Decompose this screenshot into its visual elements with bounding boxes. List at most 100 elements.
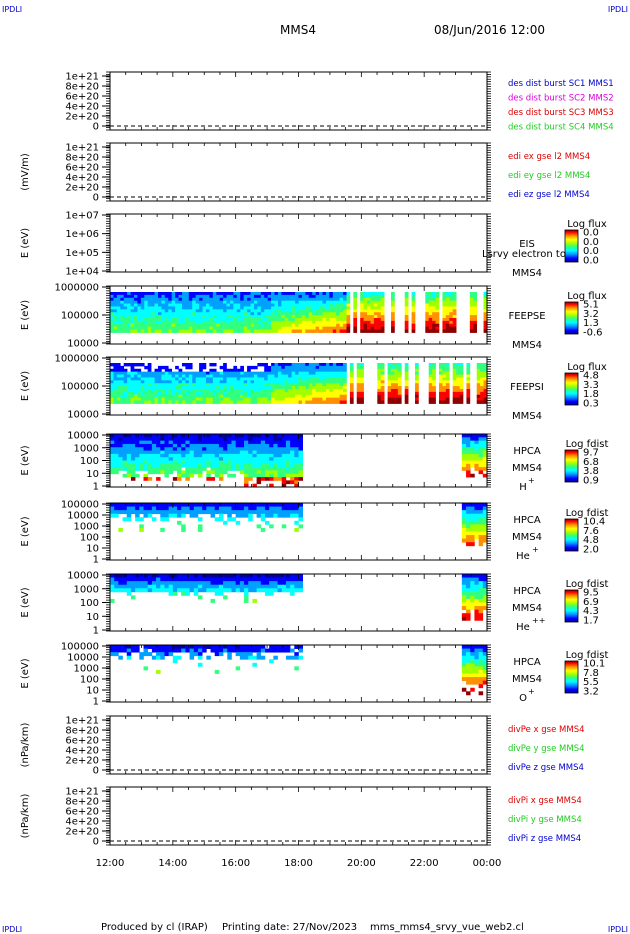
p5-heat-cell	[322, 394, 327, 399]
p5-heat-cell	[127, 386, 131, 390]
p4-heat-cell	[202, 312, 207, 316]
p8-heat-cell	[248, 577, 253, 582]
p4-heat-cell	[325, 292, 330, 296]
p5-heat-cell	[151, 388, 155, 393]
p6-heat-cell	[281, 434, 287, 438]
p7-heat-cell	[478, 531, 484, 536]
p9-heat-cell	[235, 648, 241, 653]
p4-heat-cell	[243, 309, 248, 313]
p5-heat-cell	[439, 363, 443, 367]
p4-heat-cell	[240, 317, 244, 322]
p4-heat-cell	[137, 303, 142, 307]
p9-heat-cell	[248, 652, 253, 657]
p6-heat-cell	[461, 440, 467, 445]
p4-heat-cell	[432, 315, 436, 319]
p7-heat-cell	[231, 517, 236, 522]
p9-heat-cell	[273, 645, 278, 649]
p5-heat-cell	[284, 400, 289, 404]
p6-heat-cell	[193, 463, 199, 468]
p6-heat-cell	[281, 463, 287, 468]
p7-heat-cell	[256, 513, 262, 518]
p9-heat-cell	[172, 655, 178, 660]
p4-heat-cell	[319, 306, 323, 310]
p5-heat-cell	[394, 391, 399, 396]
p5-heat-cell	[123, 386, 128, 390]
p6-heat-cell	[294, 460, 299, 465]
p4-heat-cell	[137, 297, 142, 302]
p4-heat-cell	[226, 294, 231, 299]
p6-cbar-tick-label: 6.8	[583, 457, 599, 468]
p4-heat-cell	[353, 312, 358, 316]
p4-heat-cell	[205, 317, 210, 322]
p5-heat-cell	[253, 391, 258, 396]
p4-heat-cell	[291, 320, 296, 325]
p6-heat-cell	[281, 467, 287, 471]
p6-heat-cell	[227, 450, 232, 455]
p4-heat-cell	[123, 315, 128, 319]
p4-heat-cell	[428, 323, 433, 328]
p6-heat-cell	[269, 434, 274, 438]
p6-heat-cell	[298, 477, 303, 481]
p6-heat-cell	[130, 463, 136, 468]
p4-heat-cell	[325, 329, 330, 333]
p4-heat-cell	[449, 326, 454, 331]
p5-heat-cell	[415, 363, 419, 367]
p6-heat-cell	[285, 470, 291, 475]
p5-heat-cell	[209, 391, 214, 396]
p4-heat-cell	[298, 300, 303, 305]
p4-heat-cell	[226, 297, 231, 302]
p4-heat-cell	[449, 294, 454, 299]
p4-heat-cell	[271, 292, 275, 296]
p8-heat-cell	[478, 584, 484, 589]
p7-heat-cell	[139, 524, 144, 529]
p4-heat-cell	[367, 292, 371, 296]
p5-heat-cell	[277, 394, 282, 399]
p4-heat-cell	[325, 309, 330, 313]
p6-heat-cell	[256, 470, 262, 475]
p4-heat-cell	[428, 294, 433, 299]
p4-heat-cell	[308, 326, 313, 331]
p5-heat-cell	[391, 386, 395, 390]
p4-heat-cell	[305, 320, 310, 325]
p6-heat-cell	[466, 450, 471, 455]
p8-heat-cell	[156, 577, 161, 582]
p9-heat-cell	[185, 648, 190, 653]
p5-heat-cell	[157, 397, 162, 402]
p4-heat-cell	[195, 312, 200, 316]
p4-heat-cell	[226, 300, 231, 305]
p5-spacecraft-label: MMS4	[512, 411, 542, 422]
p6-heat-cell	[130, 440, 136, 445]
p7-heat-cell	[143, 503, 148, 507]
p5-heat-cell	[415, 374, 419, 378]
p6-heat-cell	[277, 473, 283, 478]
p5-heat-cell	[202, 383, 207, 387]
p6-heat-cell	[126, 447, 132, 451]
p5-heat-cell	[404, 374, 409, 378]
p5-heat-cell	[312, 365, 316, 370]
p5-heat-cell	[339, 368, 344, 373]
p4-heat-cell	[367, 329, 371, 333]
p8-heat-cell	[298, 588, 303, 593]
p5-heat-cell	[295, 377, 299, 381]
p9-heat-cell	[110, 652, 115, 657]
p4-heat-cell	[370, 315, 375, 319]
p4-heat-cell	[257, 320, 262, 325]
p5-heat-cell	[452, 386, 457, 390]
p5-heat-cell	[110, 380, 114, 384]
p4-heat-cell	[116, 303, 121, 307]
p4-heat-cell	[428, 320, 433, 325]
p6-heat-cell	[264, 470, 270, 475]
p5-heat-cell	[130, 371, 135, 376]
p5-heat-cell	[120, 400, 125, 404]
p6-heat-cell	[273, 473, 278, 478]
p6-heat-cell	[269, 453, 274, 458]
p6-heat-cell	[130, 453, 136, 458]
p9-heat-cell	[218, 648, 224, 653]
p4-heat-cell	[377, 329, 382, 333]
p4-heat-cell	[452, 292, 457, 296]
p4-heat-cell	[370, 303, 375, 307]
p7-heat-cell	[122, 510, 128, 515]
p4-heat-cell	[140, 309, 145, 313]
p6-heat-cell	[139, 450, 144, 455]
p4-heat-cell	[154, 315, 159, 319]
